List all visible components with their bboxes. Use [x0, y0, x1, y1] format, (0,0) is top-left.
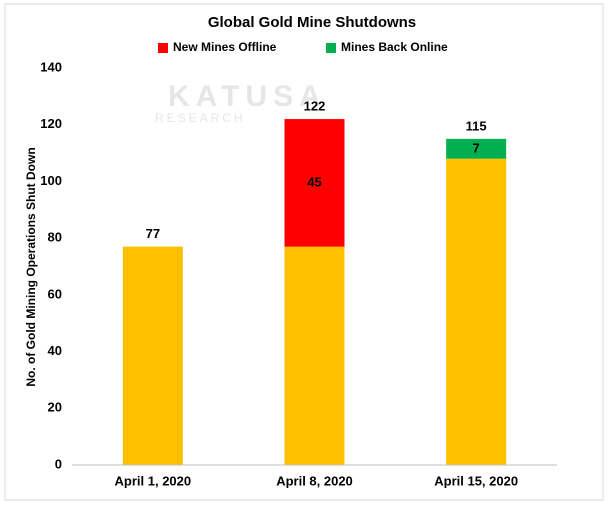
- legend-label: Mines Back Online: [341, 40, 448, 54]
- y-tick-label: 60: [48, 286, 62, 301]
- watermark: KATUSA: [168, 80, 327, 113]
- y-tick-label: 80: [48, 230, 62, 245]
- x-tick-label: April 1, 2020: [115, 473, 192, 488]
- y-tick-label: 100: [40, 173, 62, 188]
- segment-label: 7: [473, 140, 480, 155]
- y-tick-label: 20: [48, 400, 62, 415]
- legend-swatch: [158, 43, 168, 53]
- x-tick-label: April 8, 2020: [276, 473, 353, 488]
- total-label: 77: [146, 226, 160, 241]
- segment-label: 45: [307, 174, 321, 189]
- bar-segment: [122, 246, 183, 465]
- total-label: 115: [466, 118, 487, 133]
- y-tick-label: 40: [48, 343, 62, 358]
- y-tick-label: 0: [55, 456, 62, 471]
- y-axis-label: No. of Gold Mining Operations Shut Down: [24, 147, 38, 386]
- bar-segment: [446, 158, 507, 465]
- legend-label: New Mines Offline: [173, 40, 277, 54]
- bar-segment: [284, 119, 345, 247]
- legend-swatch: [326, 43, 336, 53]
- y-tick-label: 120: [40, 116, 62, 131]
- x-tick-label: April 15, 2020: [434, 473, 518, 488]
- bar-segment: [284, 246, 345, 465]
- bar-segment: [446, 138, 507, 159]
- y-tick-label: 140: [40, 59, 62, 74]
- chart-title: Global Gold Mine Shutdowns: [208, 14, 416, 31]
- total-label: 122: [304, 98, 326, 113]
- watermark-subtitle: RESEARCH: [155, 111, 246, 125]
